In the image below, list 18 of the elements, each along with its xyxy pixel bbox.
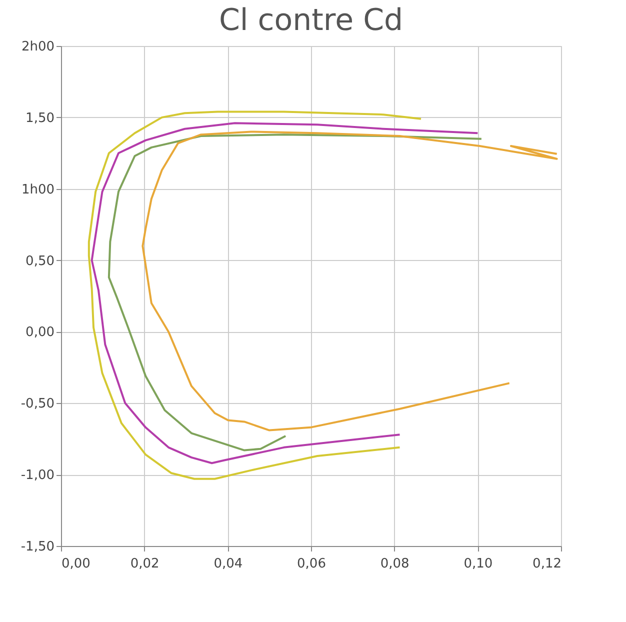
x-tick-label: 0,06 bbox=[297, 556, 326, 572]
x-tick-label: 0,02 bbox=[130, 556, 160, 572]
line-series bbox=[142, 130, 558, 432]
y-tick-label: 1,50 bbox=[26, 110, 54, 126]
y-tick-label: 2h00 bbox=[21, 40, 54, 54]
x-tick-label: 0,04 bbox=[214, 556, 243, 572]
y-tick-label: -1,50 bbox=[20, 540, 54, 554]
x-tick-label: 0,10 bbox=[464, 556, 493, 572]
y-tick-label: -0,50 bbox=[20, 396, 54, 412]
line-series bbox=[88, 110, 422, 480]
x-tick-label: 0,12 bbox=[532, 556, 562, 572]
x-tick-label: 0,00 bbox=[62, 556, 90, 572]
chart-title: Cl contre Cd bbox=[218, 3, 404, 38]
y-tick-label: 1h00 bbox=[21, 182, 54, 198]
y-tick-label: -1,00 bbox=[20, 468, 54, 484]
y-tick-label: 0,50 bbox=[26, 254, 54, 269]
y-tick-label: 0,00 bbox=[26, 325, 54, 340]
x-tick-label: 0,08 bbox=[380, 556, 410, 572]
